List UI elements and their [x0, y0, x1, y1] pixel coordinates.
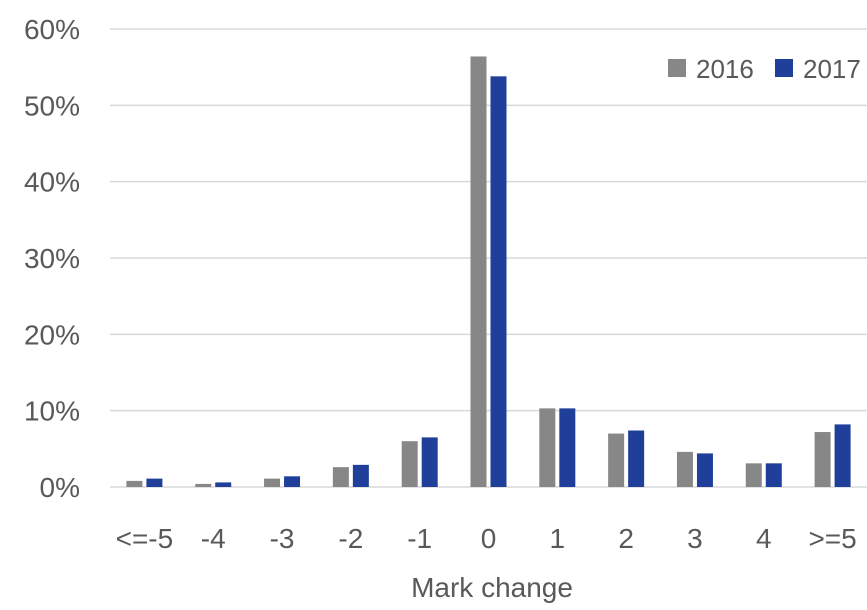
bars: [126, 56, 851, 488]
bar-2017-2: [284, 476, 301, 487]
y-tick-label: 0%: [40, 472, 80, 503]
x-tick-label: 4: [756, 523, 772, 554]
legend-label-2016: 2016: [696, 54, 754, 84]
bar-2017-8: [696, 453, 713, 487]
x-tick-label: 3: [687, 523, 703, 554]
x-axis-tick-labels: <=-5 -4 -3 -2 -1 0 1 2 3 4 >=5: [116, 523, 857, 554]
bar-2016-7: [608, 433, 625, 487]
bar-2016-2: [264, 478, 281, 487]
x-tick-label: <=-5: [116, 523, 174, 554]
y-tick-label: 30%: [24, 243, 80, 274]
bar-2017-4: [421, 437, 438, 487]
bar-2016-0: [126, 480, 143, 487]
legend: 2016 2017: [668, 54, 861, 84]
bar-2016-9: [745, 463, 762, 487]
x-axis-title: Mark change: [411, 572, 573, 603]
bar-2017-0: [146, 478, 163, 487]
y-tick-label: 20%: [24, 319, 80, 350]
bar-2017-7: [628, 430, 645, 487]
y-tick-label: 60%: [24, 14, 80, 45]
legend-label-2017: 2017: [803, 54, 861, 84]
bar-2017-6: [559, 408, 576, 487]
bar-2016-4: [401, 441, 418, 487]
legend-swatch-2016: [668, 59, 686, 77]
bar-2017-1: [215, 482, 232, 487]
bar-2016-6: [539, 408, 556, 487]
bar-2016-5: [470, 56, 487, 487]
y-axis-tick-labels: 0% 10% 20% 30% 40% 50% 60%: [24, 14, 80, 503]
gridlines: [110, 28, 867, 488]
bar-2017-5: [490, 76, 507, 488]
x-tick-label: >=5: [808, 523, 856, 554]
x-tick-label: 1: [550, 523, 566, 554]
y-tick-label: 40%: [24, 167, 80, 198]
bar-2017-9: [765, 463, 782, 487]
x-tick-label: -4: [201, 523, 226, 554]
y-tick-label: 10%: [24, 396, 80, 427]
x-tick-label: 0: [481, 523, 497, 554]
x-tick-label: -2: [338, 523, 363, 554]
legend-swatch-2017: [775, 59, 793, 77]
bar-2017-3: [352, 464, 369, 487]
bar-2016-8: [676, 451, 693, 487]
x-tick-label: -1: [407, 523, 432, 554]
bar-2017-10: [834, 424, 851, 487]
x-tick-label: 2: [618, 523, 634, 554]
bar-2016-1: [195, 483, 212, 487]
bar-2016-3: [332, 467, 349, 487]
y-tick-label: 50%: [24, 90, 80, 121]
bar-2016-10: [814, 432, 831, 487]
x-tick-label: -3: [270, 523, 295, 554]
